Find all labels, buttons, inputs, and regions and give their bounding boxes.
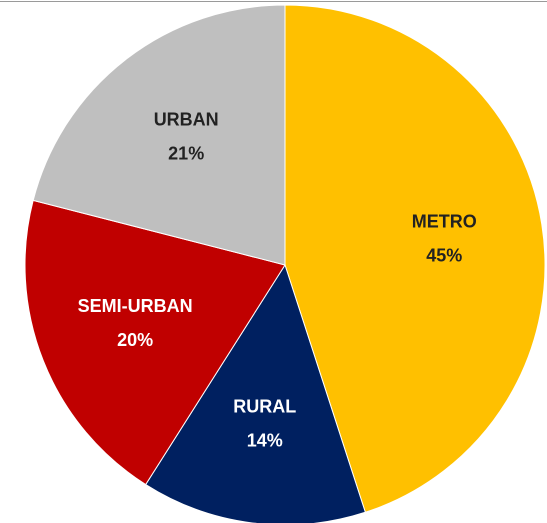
slice-value-label: 14% — [247, 431, 283, 451]
slice-label: RURAL — [233, 397, 296, 417]
slice-value-label: 21% — [168, 143, 204, 163]
slice-value-label: 45% — [426, 246, 462, 266]
slice-value-label: 20% — [117, 330, 153, 350]
slice-label: URBAN — [154, 109, 219, 129]
slice-label: SEMI-URBAN — [78, 296, 193, 316]
pie-slice — [24, 199, 286, 486]
slice-label: METRO — [412, 212, 477, 232]
pie-slice — [284, 4, 546, 513]
pie-slice — [32, 4, 286, 266]
